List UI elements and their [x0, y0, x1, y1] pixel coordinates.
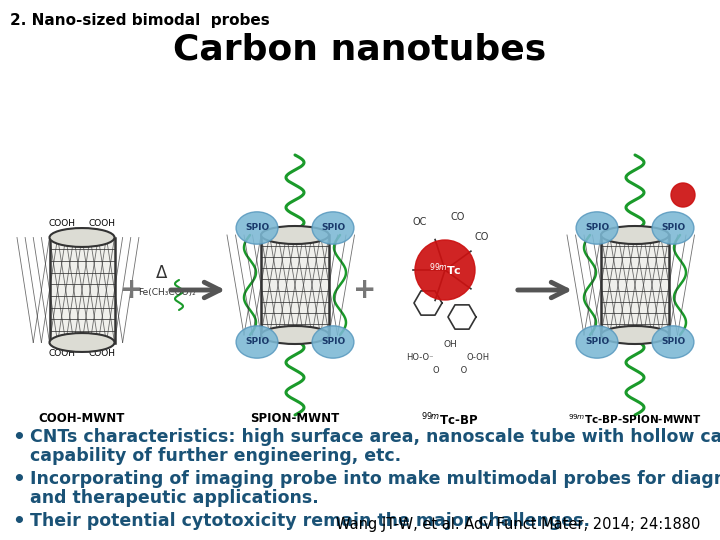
Text: +: +	[354, 276, 377, 304]
Text: •: •	[12, 512, 25, 531]
Bar	[261, 235, 329, 335]
Ellipse shape	[652, 326, 694, 358]
Ellipse shape	[261, 326, 329, 344]
Text: SPIO: SPIO	[585, 224, 609, 233]
Text: COOH: COOH	[89, 348, 115, 357]
Text: $^{99m}$Tc-BP-SPION-MWNT: $^{99m}$Tc-BP-SPION-MWNT	[568, 412, 702, 426]
Text: COOH: COOH	[48, 348, 76, 357]
Ellipse shape	[312, 326, 354, 358]
Text: CO: CO	[474, 232, 489, 242]
Text: Carbon nanotubes: Carbon nanotubes	[174, 32, 546, 66]
Text: 2. Nano-sized bimodal  probes: 2. Nano-sized bimodal probes	[10, 13, 270, 28]
Ellipse shape	[652, 212, 694, 244]
Text: COOH: COOH	[48, 219, 76, 227]
Ellipse shape	[576, 212, 618, 244]
Text: CNTs characteristics: high surface area, nanoscale tube with hollow cavity,: CNTs characteristics: high surface area,…	[30, 428, 720, 446]
Text: COOH: COOH	[89, 219, 115, 227]
Text: SPIO: SPIO	[661, 224, 685, 233]
Text: SPIO: SPIO	[245, 338, 269, 347]
Text: O        O: O O	[433, 366, 467, 375]
Ellipse shape	[261, 226, 329, 244]
Ellipse shape	[601, 326, 669, 344]
Ellipse shape	[312, 212, 354, 244]
Text: HO-O⁻: HO-O⁻	[406, 353, 433, 362]
Text: SPIO: SPIO	[245, 224, 269, 233]
Ellipse shape	[576, 326, 618, 358]
Text: capability of further engineering, etc.: capability of further engineering, etc.	[30, 447, 401, 465]
Ellipse shape	[50, 228, 114, 247]
Text: $^{99m}$Tc: $^{99m}$Tc	[428, 262, 462, 278]
Ellipse shape	[601, 226, 669, 244]
Ellipse shape	[236, 326, 278, 358]
Text: $^{99m}$Tc-BP: $^{99m}$Tc-BP	[421, 412, 479, 429]
Text: •: •	[12, 470, 25, 489]
Text: •: •	[12, 428, 25, 447]
Bar	[601, 235, 669, 335]
Text: SPIO: SPIO	[585, 338, 609, 347]
Text: Wang JT-W, et al. Adv Funct Mater, 2014; 24:1880: Wang JT-W, et al. Adv Funct Mater, 2014;…	[336, 517, 700, 532]
Text: Their potential cytotoxicity remain the major challenges.: Their potential cytotoxicity remain the …	[30, 512, 590, 530]
Bar	[601, 235, 669, 335]
Text: CO: CO	[451, 212, 465, 222]
Text: Δ: Δ	[156, 264, 168, 282]
Text: OC: OC	[413, 217, 427, 227]
Circle shape	[671, 183, 695, 207]
Text: Incorporating of imaging probe into make multimodal probes for diagnostic: Incorporating of imaging probe into make…	[30, 470, 720, 488]
Text: SPION-MWNT: SPION-MWNT	[251, 412, 340, 425]
Bar	[50, 238, 114, 342]
Text: SPIO: SPIO	[321, 224, 345, 233]
Bar	[261, 235, 329, 335]
Text: COOH-MWNT: COOH-MWNT	[39, 412, 125, 425]
Text: SPIO: SPIO	[321, 338, 345, 347]
Text: SPIO: SPIO	[661, 338, 685, 347]
Text: O-OH: O-OH	[467, 353, 490, 362]
Circle shape	[415, 240, 475, 300]
Ellipse shape	[236, 212, 278, 244]
Ellipse shape	[50, 333, 114, 352]
Text: and therapeutic applications.: and therapeutic applications.	[30, 489, 319, 507]
Text: OH: OH	[443, 340, 457, 349]
Text: Fe(CH₃COO)₂: Fe(CH₃COO)₂	[138, 288, 196, 298]
Bar	[50, 238, 114, 342]
Text: +: +	[120, 276, 144, 304]
